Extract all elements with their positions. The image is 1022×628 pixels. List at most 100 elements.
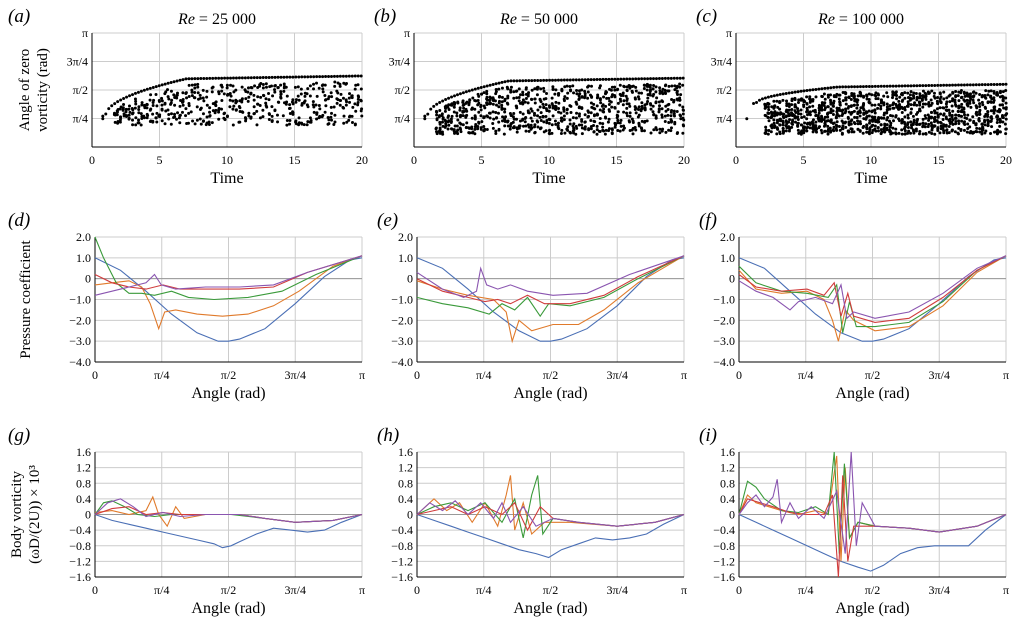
scatter-point (447, 108, 451, 112)
scatter-point (778, 93, 782, 97)
scatter-point (960, 114, 964, 118)
scatter-point (637, 91, 641, 95)
scatter-point (957, 106, 961, 110)
scatter-point (832, 129, 836, 133)
scatter-point (190, 90, 194, 94)
scatter-point (894, 131, 898, 135)
scatter-point (485, 102, 489, 106)
scatter-point (240, 76, 244, 80)
scatter-point (972, 119, 976, 123)
scatter-point (828, 126, 832, 130)
scatter-point (539, 126, 543, 130)
scatter-point (793, 90, 797, 94)
scatter-point (601, 77, 605, 81)
scatter-point (978, 130, 982, 134)
scatter-point (485, 84, 489, 88)
scatter-point (841, 85, 845, 89)
scatter-point (467, 89, 471, 93)
scatter-point (914, 127, 918, 131)
scatter-point (541, 102, 545, 106)
scatter-point (521, 79, 525, 83)
scatter-point (284, 102, 288, 106)
scatter-point (327, 74, 331, 78)
scatter-point (903, 132, 907, 136)
scatter-point (359, 87, 363, 91)
x-axis-label: Time (210, 170, 243, 187)
scatter-point (464, 115, 468, 119)
scatter-point (435, 102, 439, 106)
scatter-point (459, 122, 463, 126)
scatter-point (657, 107, 661, 111)
scatter-point (915, 84, 919, 88)
scatter-point (607, 129, 611, 133)
scatter-point (879, 104, 883, 108)
scatter-point (678, 76, 682, 80)
scatter-point (536, 78, 540, 82)
scatter-point (184, 77, 188, 81)
scatter-point (969, 92, 973, 96)
scatter-point (844, 109, 848, 113)
scatter-point (622, 77, 626, 81)
scatter-point (781, 126, 785, 130)
scatter-point (950, 104, 954, 108)
scatter-point (678, 103, 682, 107)
scatter-point (618, 83, 622, 87)
scatter-point (663, 91, 667, 95)
scatter-point (438, 101, 442, 105)
scatter-point (326, 122, 330, 126)
scatter-point (112, 111, 116, 115)
scatter-point (968, 83, 972, 87)
y-tick-label: −1.2 (713, 554, 735, 568)
scatter-point (446, 115, 450, 119)
scatter-point (775, 93, 779, 97)
scatter-point (175, 94, 179, 98)
scatter-point (291, 75, 295, 79)
scatter-point (941, 126, 945, 130)
scatter-point (1004, 132, 1008, 136)
scatter-point (464, 90, 468, 94)
y-tick-label: 0 (85, 272, 91, 286)
scatter-point (148, 86, 152, 90)
scatter-point (572, 122, 576, 126)
scatter-point (607, 108, 611, 112)
scatter-point (616, 121, 620, 125)
x-tick-label: π/4 (476, 368, 491, 382)
scatter-point (936, 115, 940, 119)
scatter-point (577, 114, 581, 118)
scatter-point (885, 118, 889, 122)
scatter-point (926, 102, 930, 106)
x-axis-label: Angle (rad) (191, 600, 265, 617)
scatter-point (211, 109, 215, 113)
scatter-point (515, 79, 519, 83)
scatter-point (784, 119, 788, 123)
scatter-point (847, 95, 851, 99)
scatter-point (879, 107, 883, 111)
scatter-point (637, 97, 641, 101)
x-axis-label: Angle (rad) (513, 600, 587, 617)
scatter-point (909, 131, 913, 135)
scatter-point (951, 83, 955, 87)
y-tick-label: −4.0 (69, 355, 91, 369)
scatter-point (947, 125, 951, 129)
scatter-point (130, 106, 134, 110)
x-tick-label: π (1003, 583, 1009, 597)
scatter-point (921, 84, 925, 88)
scatter-point (488, 116, 492, 120)
scatter-points (423, 76, 686, 136)
scatter-point (660, 107, 664, 111)
scatter-point (663, 114, 667, 118)
scatter-point (589, 84, 593, 88)
y-tick-label: −0.4 (69, 523, 91, 537)
scatter-point (449, 117, 453, 121)
scatter-point (347, 74, 351, 78)
scatter-point (607, 77, 611, 81)
panel-h: −1.6−1.2−0.8−0.400.40.81.21.60 π/4 π/2 3π/4… (377, 425, 687, 617)
scatter-point (669, 114, 673, 118)
scatter-point (498, 94, 502, 98)
scatter-point (583, 89, 587, 93)
scatter-point (447, 103, 451, 107)
scatter-point (526, 94, 530, 98)
y-tick-label: 1.6 (398, 445, 413, 459)
scatter-point (606, 120, 610, 124)
scatter-point (989, 131, 993, 135)
